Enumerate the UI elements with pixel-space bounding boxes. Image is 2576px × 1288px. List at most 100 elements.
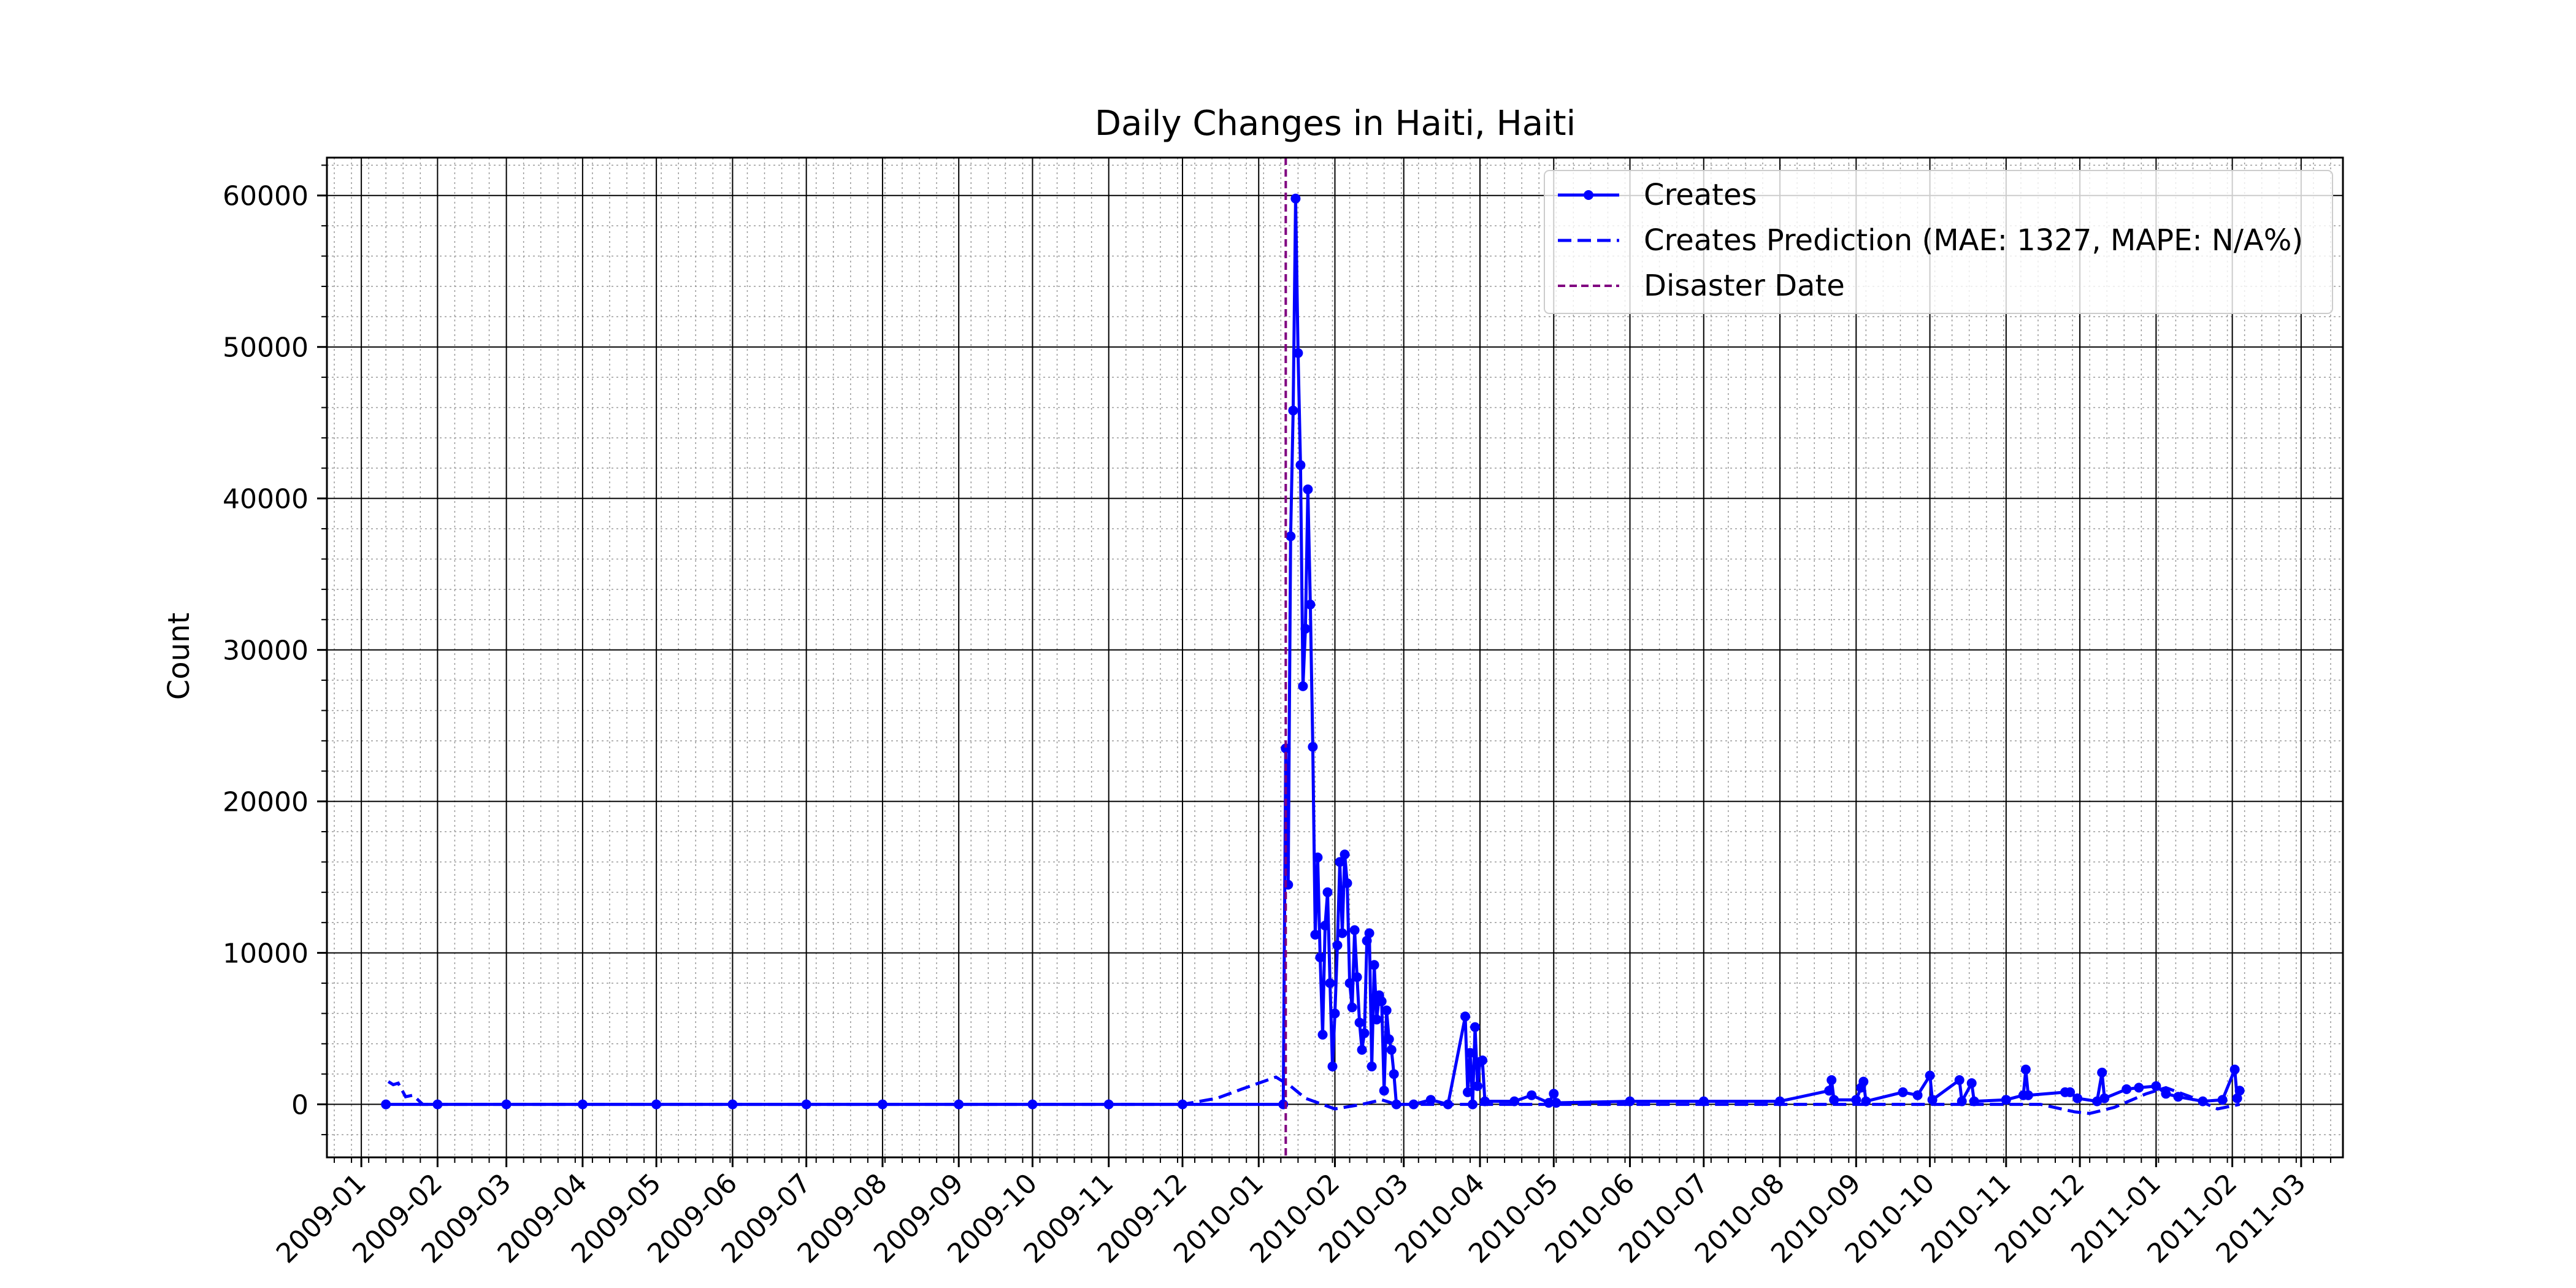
creates-point [1551, 1098, 1562, 1108]
legend-creates-marker [1584, 190, 1593, 200]
creates-point [2065, 1087, 2076, 1097]
creates-point [1384, 1034, 1394, 1045]
creates-point [954, 1099, 964, 1110]
creates-point [2001, 1095, 2011, 1105]
series-layer [381, 158, 2245, 1157]
creates-point [577, 1099, 588, 1110]
creates-point [2072, 1093, 2083, 1103]
prediction-line [387, 1075, 2241, 1115]
creates-point [2092, 1096, 2103, 1106]
creates-point [1379, 1086, 1389, 1096]
creates-point [1335, 857, 1345, 867]
creates-point [2023, 1090, 2033, 1100]
legend-creates-label: Creates [1644, 178, 1757, 212]
creates-point [432, 1099, 443, 1110]
creates-point [1288, 405, 1298, 416]
creates-point [501, 1099, 512, 1110]
y-axis-label: Count [162, 613, 196, 700]
creates-point [1178, 1099, 1187, 1110]
creates-point [1337, 928, 1347, 938]
creates-point [1315, 953, 1325, 962]
creates-point [1969, 1096, 1979, 1106]
creates-point [2151, 1081, 2161, 1091]
creates-point [1320, 921, 1330, 931]
y-tick-label: 20000 [223, 787, 309, 818]
creates-point [1332, 940, 1343, 951]
creates-point [1290, 193, 1301, 204]
creates-point [1851, 1095, 1861, 1105]
creates-point [1478, 1055, 1487, 1065]
creates-point [1371, 1014, 1382, 1025]
creates-point [1103, 1099, 1114, 1110]
creates-point [1305, 599, 1316, 610]
creates-point [1465, 1048, 1475, 1058]
creates-point [1470, 1022, 1480, 1032]
chart-title: Daily Changes in Haiti, Haiti [1095, 104, 1576, 144]
creates-point [2161, 1089, 2171, 1099]
creates-point [1303, 484, 1313, 494]
creates-point [1827, 1075, 1837, 1085]
creates-point [1293, 348, 1303, 358]
creates-point [1322, 887, 1333, 897]
creates-point [2173, 1092, 2183, 1102]
creates-point [1367, 1061, 1377, 1071]
creates-point [2099, 1093, 2110, 1103]
y-tick-label: 40000 [223, 484, 309, 515]
creates-point [1408, 1099, 1419, 1110]
creates-point [2198, 1096, 2208, 1106]
y-tick-label: 0 [291, 1090, 309, 1121]
creates-point [1281, 743, 1291, 754]
plot-area [326, 156, 2344, 1159]
creates-point [1313, 853, 1323, 862]
creates-point [1286, 531, 1296, 542]
creates-point [2122, 1084, 2132, 1094]
creates-point [1308, 742, 1318, 752]
creates-point [1327, 1061, 1338, 1071]
creates-point [1310, 930, 1321, 940]
creates-point [651, 1099, 662, 1110]
creates-point [1829, 1095, 1839, 1105]
creates-point [1298, 681, 1308, 691]
creates-point [1317, 1030, 1328, 1040]
creates-point [1460, 1011, 1470, 1022]
creates-point [1342, 878, 1352, 888]
creates-point [381, 1099, 391, 1110]
creates-point [1364, 928, 1374, 938]
creates-point [1527, 1090, 1537, 1100]
creates-point [1898, 1087, 1908, 1097]
creates-point [1340, 849, 1350, 860]
creates-point [1295, 460, 1306, 470]
creates-point [1858, 1076, 1869, 1087]
creates-point [1330, 1008, 1340, 1019]
creates-point [1369, 960, 1379, 970]
creates-point [1352, 972, 1362, 983]
creates-point [1443, 1099, 1453, 1110]
creates-point [1966, 1078, 1977, 1088]
creates-point [1463, 1087, 1473, 1097]
creates-point [1912, 1090, 1923, 1100]
creates-point [2217, 1095, 2228, 1105]
creates-point [2134, 1083, 2144, 1093]
creates-point [1349, 925, 1360, 935]
creates-point [1954, 1075, 1965, 1085]
creates-point [1927, 1095, 1938, 1105]
creates-point [2097, 1067, 2107, 1078]
creates-point [1027, 1099, 1038, 1110]
creates-point [2229, 1064, 2240, 1075]
legend-disaster-label: Disaster Date [1644, 269, 1845, 303]
creates-point [1925, 1070, 1935, 1081]
y-axis-ticks: 0 10000 20000 30000 40000 50000 60000 [223, 164, 327, 1135]
creates-point [877, 1099, 887, 1110]
creates-point [2020, 1064, 2031, 1075]
legend: Creates Creates Prediction (MAE: 1327, M… [1544, 170, 2333, 314]
creates-point [1509, 1096, 1520, 1106]
creates-point [1625, 1096, 1635, 1106]
creates-point [1381, 1005, 1392, 1016]
creates-point [1544, 1098, 1554, 1108]
creates-point [1425, 1095, 1436, 1105]
creates-point [1824, 1086, 1834, 1096]
creates-point [1698, 1096, 1709, 1106]
creates-point [1391, 1099, 1401, 1110]
y-tick-label: 60000 [223, 181, 309, 212]
creates-point [1775, 1096, 1785, 1106]
